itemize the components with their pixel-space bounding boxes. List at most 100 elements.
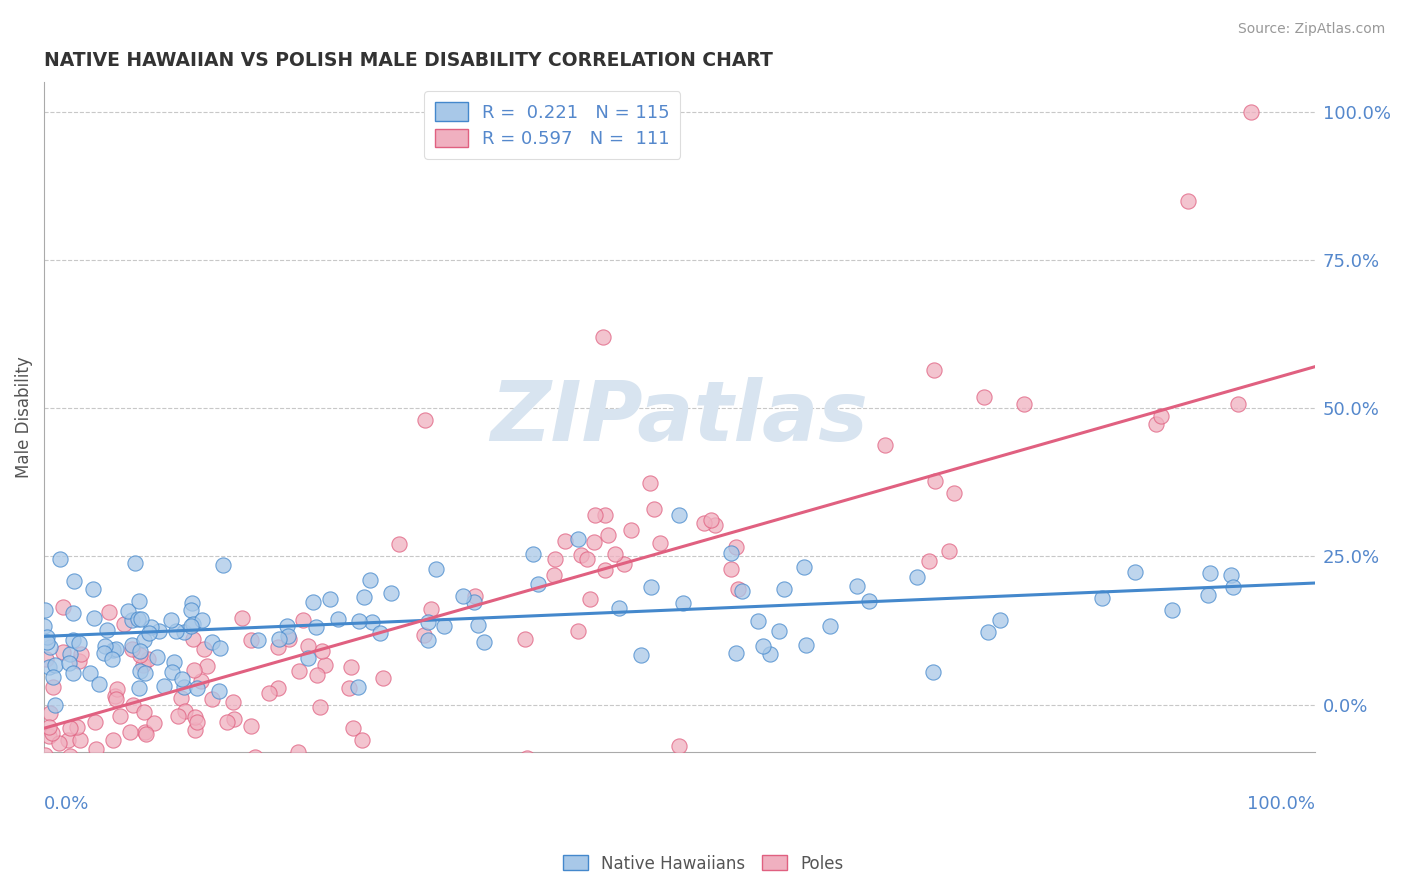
Point [361, 615, 384, 629]
Point [118, 725, 141, 739]
Point [350, 733, 373, 747]
Point [467, 618, 489, 632]
Point [380, 586, 402, 600]
Point [326, 612, 349, 626]
Point [117, 604, 139, 618]
Point [165, 624, 187, 639]
Point [101, 643, 124, 657]
Point [52, 645, 75, 659]
Point [347, 614, 370, 628]
Point [134, 666, 156, 681]
Point [579, 592, 602, 607]
Point [162, 655, 184, 669]
Point [86, 742, 108, 756]
Point [1090, 591, 1112, 605]
Point [582, 535, 605, 549]
Point [543, 568, 565, 582]
Point [1150, 409, 1173, 423]
Point [121, 642, 143, 657]
Point [257, 686, 280, 700]
Point [905, 570, 928, 584]
Point [768, 624, 790, 639]
Point [48, 736, 70, 750]
Point [319, 592, 342, 607]
Point [94, 640, 117, 654]
Point [44, 657, 66, 672]
Point [640, 580, 662, 594]
Point [314, 658, 336, 673]
Point [342, 721, 364, 735]
Point [593, 563, 616, 577]
Point [668, 739, 690, 753]
Point [472, 635, 495, 649]
Point [643, 502, 665, 516]
Point [129, 664, 152, 678]
Point [297, 639, 319, 653]
Point [297, 651, 319, 665]
Point [921, 665, 943, 680]
Point [845, 579, 868, 593]
Point [148, 624, 170, 638]
Point [180, 603, 202, 617]
Point [276, 619, 298, 633]
Point [371, 671, 394, 685]
Point [1123, 565, 1146, 579]
Point [418, 632, 440, 647]
Point [569, 548, 592, 562]
Point [246, 633, 269, 648]
Point [554, 534, 576, 549]
Point [186, 681, 208, 696]
Point [918, 553, 941, 567]
Point [464, 589, 486, 603]
Point [240, 633, 263, 648]
Point [924, 474, 946, 488]
Point [1161, 602, 1184, 616]
Point [305, 667, 328, 681]
Point [938, 543, 960, 558]
Text: ZIPatlas: ZIPatlas [491, 376, 869, 458]
Point [1220, 568, 1243, 582]
Point [44, 766, 66, 780]
Point [38, 729, 60, 743]
Text: NATIVE HAWAIIAN VS POLISH MALE DISABILITY CORRELATION CHART: NATIVE HAWAIIAN VS POLISH MALE DISABILIT… [44, 51, 773, 70]
Point [128, 681, 150, 696]
Point [605, 547, 627, 561]
Point [278, 632, 301, 646]
Point [973, 390, 995, 404]
Point [112, 616, 135, 631]
Point [183, 663, 205, 677]
Point [419, 601, 441, 615]
Point [413, 413, 436, 427]
Point [173, 625, 195, 640]
Point [121, 638, 143, 652]
Point [136, 651, 159, 665]
Point [1198, 588, 1220, 602]
Point [170, 691, 193, 706]
Point [720, 562, 742, 576]
Point [451, 590, 474, 604]
Point [93, 646, 115, 660]
Point [288, 664, 311, 678]
Point [576, 552, 599, 566]
Point [302, 595, 325, 609]
Point [83, 611, 105, 625]
Point [143, 715, 166, 730]
Point [222, 696, 245, 710]
Point [160, 613, 183, 627]
Point [277, 629, 299, 643]
Point [583, 508, 606, 523]
Point [672, 597, 695, 611]
Legend: Native Hawaiians, Poles: Native Hawaiians, Poles [555, 848, 851, 880]
Point [34, 747, 56, 762]
Point [67, 635, 90, 649]
Point [668, 508, 690, 522]
Point [166, 709, 188, 723]
Point [412, 627, 434, 641]
Point [44, 780, 66, 795]
Point [339, 681, 361, 696]
Point [58, 647, 80, 661]
Point [69, 655, 91, 669]
Point [353, 590, 375, 604]
Point [240, 718, 263, 732]
Point [35, 652, 58, 666]
